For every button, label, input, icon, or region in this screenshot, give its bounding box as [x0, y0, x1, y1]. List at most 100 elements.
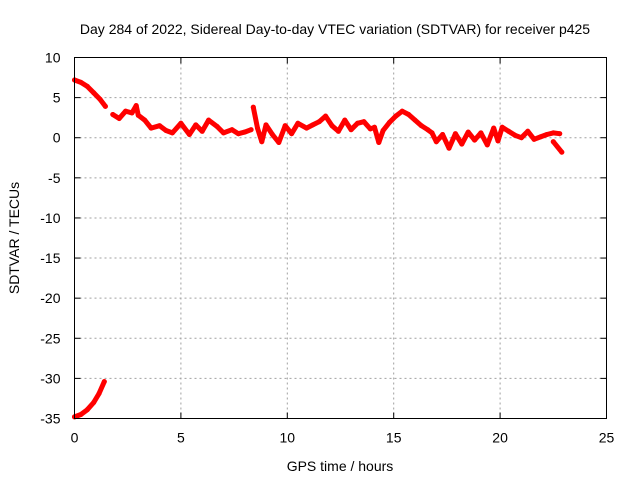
data-point: [91, 90, 97, 96]
data-point: [323, 113, 329, 119]
data-trace-segment: [72, 379, 107, 420]
data-point: [372, 124, 377, 130]
grid-lines: [74, 57, 607, 419]
data-point: [206, 117, 212, 123]
y-tick-label: -20: [40, 290, 60, 306]
data-point: [289, 131, 295, 137]
data-point: [259, 139, 265, 145]
x-tick-label: 15: [386, 430, 402, 446]
plot-frame: [74, 57, 607, 419]
data-point: [478, 130, 484, 136]
data-point: [452, 131, 458, 137]
data-point: [250, 104, 256, 110]
data-point: [96, 391, 102, 397]
data-point: [538, 134, 543, 140]
data-point: [406, 112, 412, 117]
y-tick-label: 10: [45, 50, 61, 66]
data-point: [412, 117, 418, 123]
data-point: [465, 129, 471, 135]
axis-ticks: [74, 57, 607, 419]
data-point: [506, 128, 512, 134]
data-point: [433, 139, 439, 145]
data-point: [157, 123, 163, 129]
data-point: [214, 124, 220, 129]
x-tick-label: 0: [71, 430, 79, 446]
data-point: [491, 125, 497, 131]
data-point: [484, 142, 490, 148]
data-point: [335, 128, 341, 134]
data-point: [235, 131, 241, 137]
x-tick-label: 25: [599, 430, 615, 446]
data-point: [550, 130, 556, 136]
data-point: [329, 123, 335, 129]
data-point: [101, 379, 107, 385]
data-point: [304, 125, 309, 131]
y-tick-label: -10: [40, 210, 60, 226]
data-point: [163, 128, 169, 133]
data-point: [84, 407, 90, 413]
data-point: [472, 137, 478, 143]
data-point: [531, 136, 537, 142]
data-point: [248, 127, 254, 133]
data-point: [367, 126, 373, 132]
data-point: [316, 119, 322, 125]
x-tick-label: 20: [492, 430, 508, 446]
data-point: [269, 132, 275, 137]
data-point: [459, 141, 465, 147]
data-point: [376, 140, 382, 145]
data-point: [178, 120, 184, 126]
data-point: [91, 400, 97, 405]
y-tick-label: 5: [53, 90, 61, 106]
data-point: [186, 132, 192, 137]
data-point: [199, 128, 205, 134]
data-point: [133, 103, 139, 109]
data-point: [242, 129, 248, 135]
data-point: [295, 120, 301, 126]
data-point: [276, 140, 282, 145]
y-tick-label: -35: [40, 411, 60, 427]
data-point: [499, 124, 505, 130]
y-tick-label: -30: [40, 370, 60, 386]
data-point: [425, 127, 431, 133]
tick-labels: 0 5 10 15 20 25 10 5 0 -5 -10 -15 -20 -25 -30 -35: [40, 50, 614, 446]
data-point: [97, 96, 103, 102]
data-point: [544, 132, 550, 137]
data-point: [518, 135, 524, 141]
data-point: [446, 145, 452, 151]
data-point: [525, 128, 531, 134]
data-point: [418, 123, 424, 129]
data-point: [380, 128, 386, 133]
data-point: [342, 117, 348, 123]
data-point: [348, 127, 354, 133]
y-axis-label: SDTVAR / TECUs: [6, 182, 22, 294]
data-point: [559, 149, 565, 155]
data-point: [142, 117, 148, 123]
x-tick-label: 5: [177, 430, 185, 446]
data-point: [557, 131, 563, 137]
chart-title: Day 284 of 2022, Sidereal Day-to-day VTE…: [80, 21, 590, 37]
y-tick-label: 0: [53, 130, 61, 146]
data-point: [110, 112, 116, 117]
data-trace-segment: [110, 103, 254, 137]
data-point: [429, 130, 435, 136]
data-point: [129, 110, 135, 116]
data-point: [355, 120, 360, 126]
data-trace-segment: [250, 104, 563, 151]
data-point: [440, 132, 446, 137]
data-point: [255, 125, 260, 131]
data-point: [263, 122, 269, 128]
data-point: [102, 103, 108, 109]
data-series-sdtvar: [72, 77, 565, 420]
data-point: [399, 108, 405, 114]
data-point: [495, 138, 501, 144]
data-point: [393, 113, 399, 119]
data-point: [169, 130, 175, 136]
data-point: [310, 122, 316, 128]
data-point: [123, 108, 129, 114]
x-tick-label: 10: [280, 430, 296, 446]
data-point: [282, 123, 288, 129]
data-point: [116, 116, 122, 121]
data-point: [221, 130, 226, 136]
y-tick-label: -15: [40, 250, 60, 266]
